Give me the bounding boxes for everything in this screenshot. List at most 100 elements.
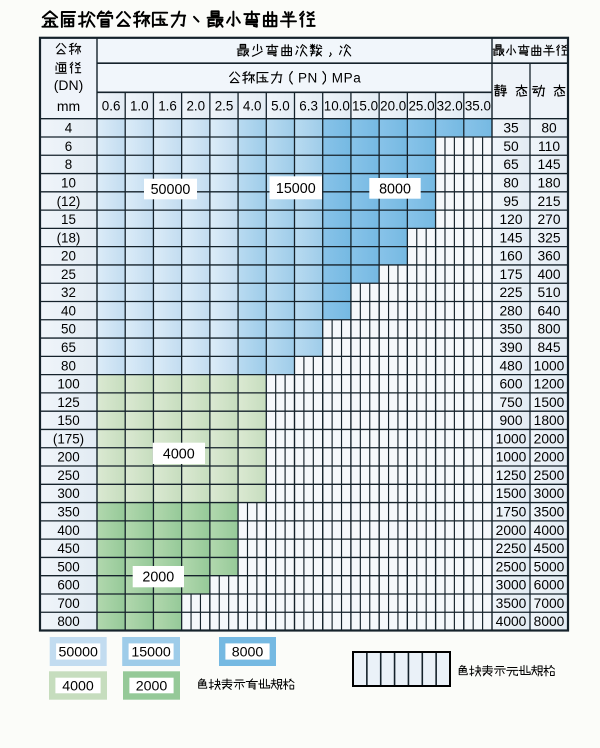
svg-text:1200: 1200 (534, 377, 565, 392)
svg-text:2000: 2000 (496, 523, 527, 538)
svg-text:2000: 2000 (136, 679, 168, 695)
svg-text:480: 480 (499, 358, 522, 373)
svg-text:1000: 1000 (496, 450, 527, 465)
svg-text:1500: 1500 (534, 395, 565, 410)
svg-text:50000: 50000 (151, 182, 191, 198)
svg-text:mm: mm (57, 98, 80, 114)
svg-text:270: 270 (537, 212, 560, 227)
svg-text:80: 80 (541, 121, 557, 136)
svg-text:180: 180 (537, 176, 560, 191)
svg-text:25: 25 (61, 267, 76, 282)
svg-text:15000: 15000 (131, 645, 171, 661)
svg-text:2250: 2250 (496, 541, 527, 556)
svg-text:7000: 7000 (534, 596, 565, 611)
svg-text:10: 10 (61, 176, 76, 191)
svg-text:15000: 15000 (276, 181, 316, 197)
svg-text:150: 150 (57, 413, 79, 428)
svg-text:95: 95 (503, 194, 519, 209)
svg-text:15.0: 15.0 (352, 98, 378, 113)
svg-text:15: 15 (61, 212, 76, 227)
svg-text:4000: 4000 (62, 679, 94, 695)
svg-text:2000: 2000 (142, 570, 174, 586)
svg-text:32.0: 32.0 (437, 98, 463, 113)
svg-text:6000: 6000 (534, 578, 565, 593)
svg-text:450: 450 (57, 541, 79, 556)
svg-text:280: 280 (499, 303, 522, 318)
svg-text:10.0: 10.0 (324, 98, 350, 113)
svg-text:3500: 3500 (496, 596, 527, 611)
svg-text:125: 125 (57, 395, 79, 410)
svg-text:6: 6 (65, 139, 72, 154)
svg-text:20.0: 20.0 (380, 98, 406, 113)
svg-text:900: 900 (499, 413, 522, 428)
svg-text:1750: 1750 (496, 505, 527, 520)
svg-text:4000: 4000 (534, 523, 565, 538)
svg-text:3000: 3000 (534, 486, 565, 501)
svg-text:510: 510 (537, 285, 560, 300)
svg-text:1000: 1000 (534, 358, 565, 373)
svg-text:(18): (18) (57, 230, 81, 245)
svg-text:50000: 50000 (58, 645, 98, 661)
svg-text:40: 40 (61, 303, 76, 318)
svg-text:600: 600 (499, 377, 522, 392)
svg-text:3000: 3000 (496, 578, 527, 593)
svg-text:225: 225 (499, 285, 522, 300)
svg-text:700: 700 (57, 596, 79, 611)
svg-text:65: 65 (503, 157, 519, 172)
svg-text:35.0: 35.0 (465, 98, 491, 113)
svg-text:1.6: 1.6 (158, 98, 177, 113)
svg-text:2.5: 2.5 (215, 98, 234, 113)
svg-text:8000: 8000 (232, 645, 264, 661)
svg-text:250: 250 (57, 468, 79, 483)
svg-text:M: M (332, 71, 343, 86)
svg-text:110: 110 (538, 139, 560, 154)
svg-text:350: 350 (499, 322, 522, 337)
svg-text:1800: 1800 (534, 413, 565, 428)
svg-text:200: 200 (57, 450, 79, 465)
svg-text:2000: 2000 (534, 431, 565, 446)
svg-text:5000: 5000 (534, 559, 565, 574)
svg-text:360: 360 (537, 249, 560, 264)
svg-text:3500: 3500 (534, 505, 565, 520)
svg-text:800: 800 (57, 614, 79, 629)
svg-text:500: 500 (57, 559, 79, 574)
svg-text:215: 215 (537, 194, 560, 209)
svg-text:600: 600 (57, 578, 79, 593)
svg-text:160: 160 (499, 249, 522, 264)
svg-text:8000: 8000 (379, 181, 411, 197)
svg-text:20: 20 (61, 249, 76, 264)
svg-text:4: 4 (65, 121, 73, 136)
svg-text:1000: 1000 (496, 431, 527, 446)
svg-text:4000: 4000 (496, 614, 527, 629)
svg-text:65: 65 (61, 340, 76, 355)
svg-text:8000: 8000 (534, 614, 565, 629)
svg-text:5.0: 5.0 (271, 98, 290, 113)
svg-text:4.0: 4.0 (243, 98, 262, 113)
svg-text:100: 100 (57, 377, 79, 392)
svg-text:80: 80 (61, 358, 76, 373)
svg-text:1500: 1500 (496, 486, 527, 501)
svg-text:8: 8 (65, 157, 72, 172)
svg-text:0.6: 0.6 (102, 98, 121, 113)
svg-text:640: 640 (537, 303, 560, 318)
svg-text:32: 32 (61, 285, 76, 300)
svg-text:a: a (353, 71, 361, 86)
svg-text:2500: 2500 (496, 559, 527, 574)
svg-text:750: 750 (499, 395, 522, 410)
svg-text:1.0: 1.0 (130, 98, 149, 113)
svg-text:P: P (298, 71, 307, 86)
svg-text:50: 50 (61, 322, 76, 337)
svg-text:25.0: 25.0 (408, 98, 434, 113)
svg-text:325: 325 (537, 230, 560, 245)
svg-text:2500: 2500 (534, 468, 565, 483)
svg-text:(12): (12) (57, 194, 81, 209)
svg-text:145: 145 (499, 230, 522, 245)
svg-text:350: 350 (57, 505, 79, 520)
svg-text:175: 175 (499, 267, 522, 282)
svg-text:390: 390 (499, 340, 522, 355)
svg-text:800: 800 (537, 322, 560, 337)
svg-text:4000: 4000 (163, 446, 195, 462)
svg-text:400: 400 (57, 523, 79, 538)
svg-text:1250: 1250 (496, 468, 527, 483)
svg-text:400: 400 (537, 267, 560, 282)
